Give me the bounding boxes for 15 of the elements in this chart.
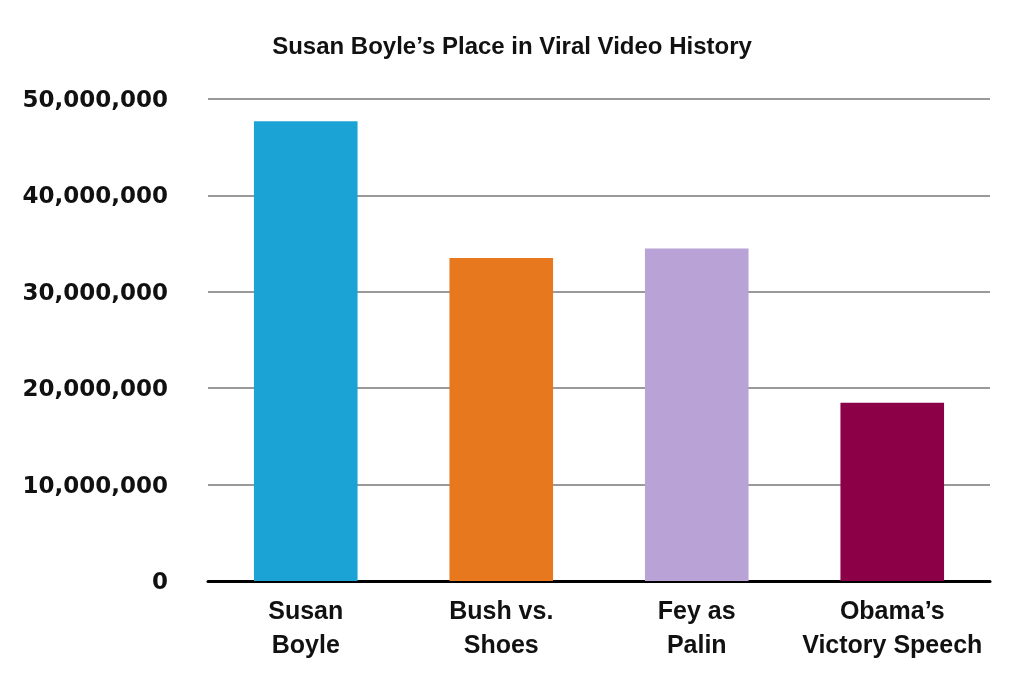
y-tick-label: 10,000,000 (22, 471, 168, 498)
y-tick-label: 50,000,000 (22, 86, 168, 112)
chart-title: Susan Boyle’s Place in Viral Video History (272, 31, 753, 59)
y-tick-label: 20,000,000 (22, 375, 168, 402)
y-tick-label: 0 (151, 568, 168, 594)
x-tick-label: Obama’s Victory Speech (802, 596, 983, 658)
x-tick-label: Fey as Palin (657, 596, 736, 658)
y-tick-label: 30,000,000 (22, 278, 168, 305)
y-tick-label: 40,000,000 (22, 182, 168, 209)
bar (644, 248, 749, 581)
bar (449, 258, 554, 581)
bar (253, 121, 358, 581)
x-tick-label: Bush vs. Shoes (449, 596, 554, 658)
bar (840, 402, 945, 581)
x-tick-label: Susan Boyle (268, 596, 344, 658)
